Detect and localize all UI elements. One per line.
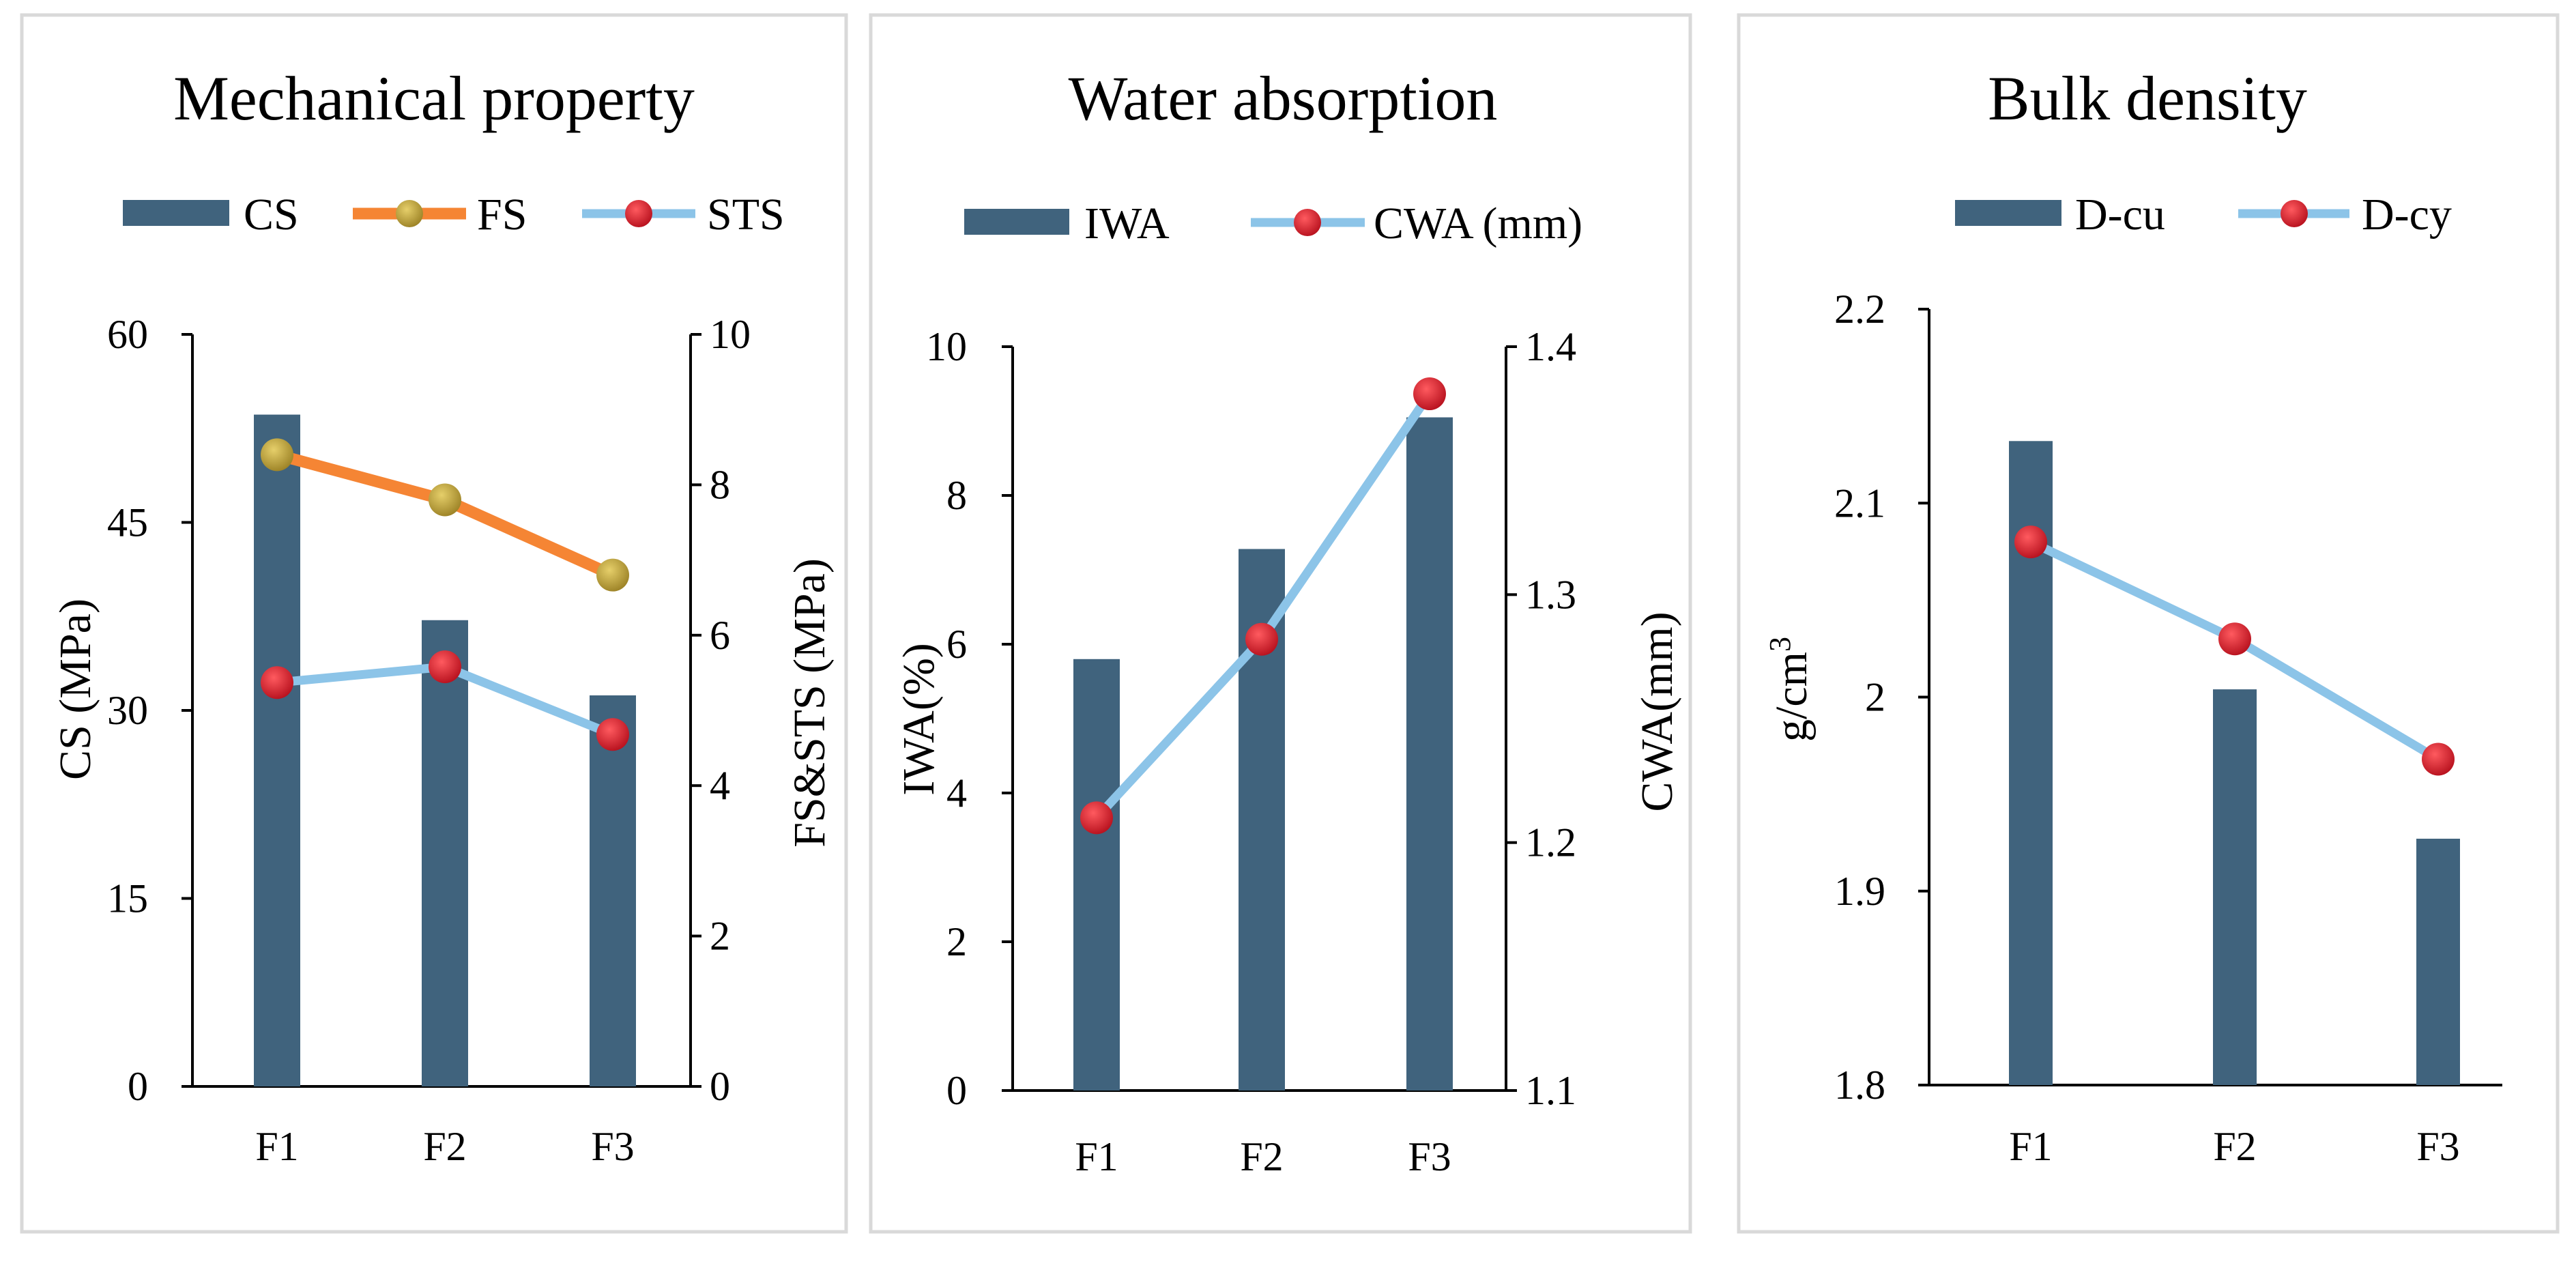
legend-iwa-swatch bbox=[964, 209, 1069, 235]
density-chart-title: Bulk density bbox=[1988, 63, 2307, 133]
water-bar-iwa bbox=[1406, 417, 1453, 1091]
water-bar-iwa bbox=[1073, 659, 1120, 1091]
density-bar-d-cu bbox=[2213, 689, 2257, 1085]
density-left-tick-label: 1.9 bbox=[1834, 869, 1885, 914]
water-category-label: F3 bbox=[1408, 1134, 1451, 1179]
water-marker-cwa-mm bbox=[1080, 801, 1113, 835]
density-axis-unit: g/cm bbox=[1767, 652, 1817, 742]
mech-left-tick-label: 0 bbox=[128, 1064, 148, 1109]
mech-right-tick-label: 2 bbox=[710, 914, 730, 959]
mech-marker-sts bbox=[429, 650, 461, 684]
density-marker-d-cy bbox=[2218, 622, 2251, 656]
mech-right-tick-label: 0 bbox=[710, 1064, 730, 1109]
legend-dcy-label: D-cy bbox=[2362, 190, 2452, 240]
density-category-label: F2 bbox=[2213, 1124, 2256, 1169]
water-left-tick-label: 8 bbox=[946, 473, 967, 518]
water-category-label: F1 bbox=[1075, 1134, 1118, 1179]
mech-marker-sts bbox=[596, 718, 629, 751]
water-category-label: F2 bbox=[1240, 1134, 1283, 1179]
legend-dcu-label: D-cu bbox=[2075, 190, 2165, 240]
mech-category-label: F2 bbox=[423, 1124, 466, 1169]
water-chart-title: Water absorption bbox=[1069, 63, 1498, 133]
water-right-tick-label: 1.3 bbox=[1525, 572, 1576, 617]
water-right-tick-label: 1.1 bbox=[1525, 1068, 1576, 1113]
water-marker-cwa-mm bbox=[1413, 377, 1446, 411]
water-left-axis-title: IWA(%) bbox=[894, 643, 944, 796]
density-axis-unit-sup: 3 bbox=[1763, 637, 1797, 652]
legend-sts-marker bbox=[625, 200, 652, 227]
mech-marker-fs bbox=[596, 558, 629, 592]
mech-left-tick-label: 45 bbox=[107, 500, 148, 545]
panel-frame-mechanical bbox=[20, 13, 848, 1234]
density-left-tick-label: 2.2 bbox=[1834, 287, 1885, 332]
mech-right-tick-label: 4 bbox=[710, 763, 730, 808]
density-left-tick-label: 1.8 bbox=[1834, 1063, 1885, 1108]
density-category-label: F3 bbox=[2416, 1124, 2459, 1169]
legend-cs-swatch bbox=[123, 200, 229, 226]
mech-bar-cs bbox=[254, 414, 300, 1086]
mech-right-tick-label: 6 bbox=[710, 613, 730, 658]
mech-marker-fs bbox=[429, 483, 461, 517]
mech-right-tick-label: 8 bbox=[710, 462, 730, 507]
mech-right-axis-title: FS&STS (MPa) bbox=[785, 558, 835, 848]
water-right-axis-title: CWA(mm) bbox=[1632, 611, 1682, 811]
chart-marks: 0 15 30 45 60 0 2 4 6 8 10 F1 F2 F3 0 2 4 6 8 10 1.1 1.2 1.3 1.… bbox=[107, 287, 2460, 1179]
mech-marker-sts bbox=[261, 666, 293, 699]
mech-bar-cs bbox=[590, 695, 636, 1086]
density-marker-d-cy bbox=[2014, 525, 2047, 559]
mech-bar-cs bbox=[422, 620, 468, 1086]
panel-frame-density bbox=[1737, 13, 2560, 1234]
mech-left-tick-label: 60 bbox=[107, 312, 148, 357]
density-bar-d-cu bbox=[2416, 839, 2460, 1085]
legend-fs-marker bbox=[396, 200, 423, 227]
mech-marker-fs bbox=[261, 438, 293, 472]
water-right-tick-label: 1.4 bbox=[1525, 324, 1576, 369]
mech-category-label: F1 bbox=[255, 1124, 298, 1169]
mech-category-label: F3 bbox=[591, 1124, 634, 1169]
water-left-tick-label: 4 bbox=[946, 770, 967, 816]
legend-dcy-marker bbox=[2281, 200, 2308, 227]
water-marker-cwa-mm bbox=[1245, 622, 1278, 656]
density-left-tick-label: 2 bbox=[1865, 675, 1885, 720]
panel-frame-water bbox=[869, 13, 1692, 1234]
mech-right-tick-label: 10 bbox=[710, 312, 751, 357]
legend-cwa-marker bbox=[1294, 209, 1321, 236]
legend-dcu-swatch bbox=[1955, 200, 2061, 226]
mechanical-chart-title: Mechanical property bbox=[173, 63, 695, 133]
mech-left-axis-title: CS (MPa) bbox=[50, 598, 100, 780]
water-left-tick-label: 0 bbox=[946, 1068, 967, 1113]
legend-sts-label: STS bbox=[707, 190, 785, 240]
legend-cs-label: CS bbox=[244, 190, 299, 240]
density-left-tick-label: 2.1 bbox=[1834, 480, 1885, 525]
water-right-tick-label: 1.2 bbox=[1525, 820, 1576, 865]
legend-fs-label: FS bbox=[477, 190, 527, 240]
mech-left-tick-label: 15 bbox=[107, 876, 148, 921]
legend-iwa-label: IWA bbox=[1084, 199, 1170, 248]
density-left-axis-title: g/cm3 bbox=[1763, 637, 1817, 742]
water-left-tick-label: 10 bbox=[926, 324, 967, 369]
legend-cwa-label: CWA (mm) bbox=[1374, 199, 1582, 248]
density-marker-d-cy bbox=[2422, 742, 2455, 776]
water-left-tick-label: 6 bbox=[946, 622, 967, 667]
density-category-label: F1 bbox=[2009, 1124, 2052, 1169]
mech-left-tick-label: 30 bbox=[107, 688, 148, 733]
water-left-tick-label: 2 bbox=[946, 919, 967, 964]
